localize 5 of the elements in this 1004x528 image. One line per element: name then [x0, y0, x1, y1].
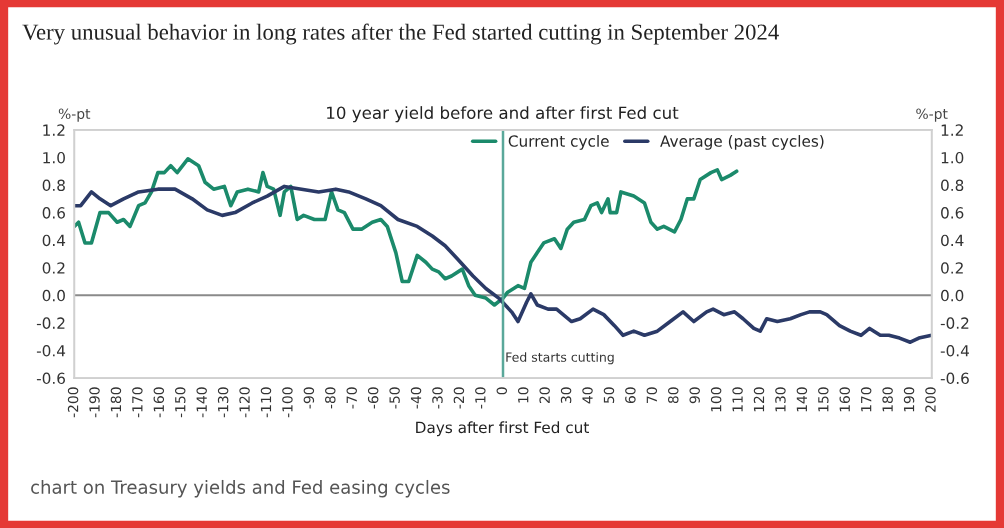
- line-series: [74, 157, 739, 307]
- text: chart on Treasury yields and Fed easing cycles: [31, 479, 450, 498]
- line-series: [74, 184, 932, 345]
- chart-title: Very unusual behavior in long rates after the Fed started cutting in September 2024: [22, 23, 779, 45]
- chart-subtitle: 10 year yield before and after first Fed cut: [327, 106, 679, 123]
